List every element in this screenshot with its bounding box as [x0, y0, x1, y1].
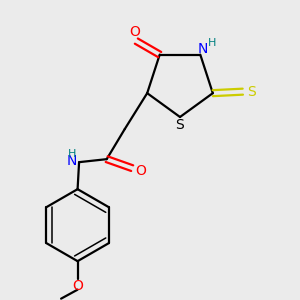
Text: O: O	[135, 164, 146, 178]
Text: S: S	[248, 85, 256, 99]
Text: H: H	[68, 149, 76, 159]
Text: N: N	[198, 42, 208, 56]
Text: N: N	[66, 154, 77, 168]
Text: O: O	[129, 25, 140, 39]
Text: H: H	[208, 38, 216, 48]
Text: S: S	[176, 118, 184, 132]
Text: O: O	[72, 279, 83, 293]
